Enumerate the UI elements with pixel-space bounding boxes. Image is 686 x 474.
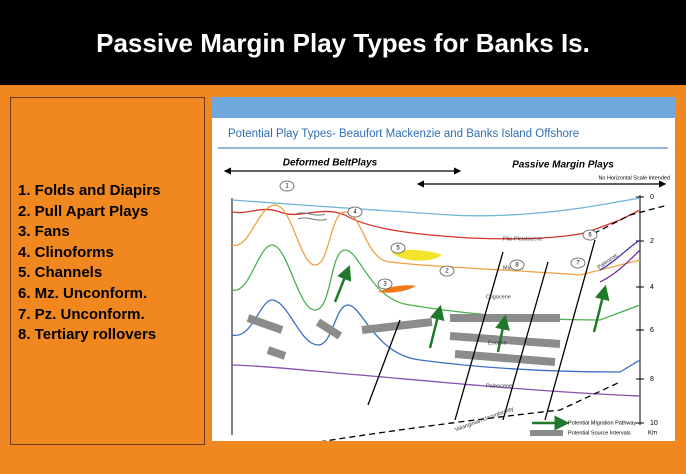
play-item: 8. Tertiary rollovers bbox=[18, 325, 161, 346]
play-item: 3. Fans bbox=[18, 222, 161, 243]
depth-tick-label: 6 bbox=[650, 327, 654, 334]
legend-label: Potential Source Intervals bbox=[568, 430, 631, 436]
horizon-label: Plio-Pleistocene bbox=[503, 236, 542, 242]
depth-tick-label: 8 bbox=[650, 376, 654, 383]
depth-tick-label: 4 bbox=[650, 284, 654, 291]
scale-note: No Horizontal Scale Intended bbox=[598, 175, 670, 181]
figure-title: Potential Play Types- Beaufort Mackenzie… bbox=[228, 128, 579, 140]
horizon-label: Paleocene bbox=[486, 383, 512, 389]
depth-tick-label: 10 bbox=[650, 420, 658, 427]
horizon-label: Oligocene bbox=[486, 294, 511, 300]
play-item: 4. Clinoforms bbox=[18, 243, 161, 264]
play-item: 2. Pull Apart Plays bbox=[18, 202, 161, 223]
play-item: 1. Folds and Diapirs bbox=[18, 181, 161, 202]
slide-title: Passive Margin Play Types for Banks Is. bbox=[0, 28, 686, 59]
slide: Passive Margin Play Types for Banks Is. … bbox=[0, 0, 686, 474]
play-item: 5. Channels bbox=[18, 263, 161, 284]
passive-label: Passive Margin Plays bbox=[512, 160, 614, 171]
cross-section-figure: Potential Play Types- Beaufort Mackenzie… bbox=[212, 97, 675, 441]
depth-tick-label: 0 bbox=[650, 194, 654, 201]
legend-label: Potential Migration Pathway bbox=[568, 420, 636, 426]
depth-tick-label: 2 bbox=[650, 238, 654, 245]
figure-header-band bbox=[212, 97, 675, 118]
graphic bbox=[268, 350, 285, 356]
depth-unit: Km bbox=[648, 431, 657, 437]
play-item: 6. Mz. Unconform. bbox=[18, 284, 161, 305]
horizon-label: Eocene bbox=[488, 340, 507, 346]
deformed-label: Deformed BeltPlays bbox=[283, 158, 378, 169]
play-item: 7. Pz. Unconform. bbox=[18, 305, 161, 326]
